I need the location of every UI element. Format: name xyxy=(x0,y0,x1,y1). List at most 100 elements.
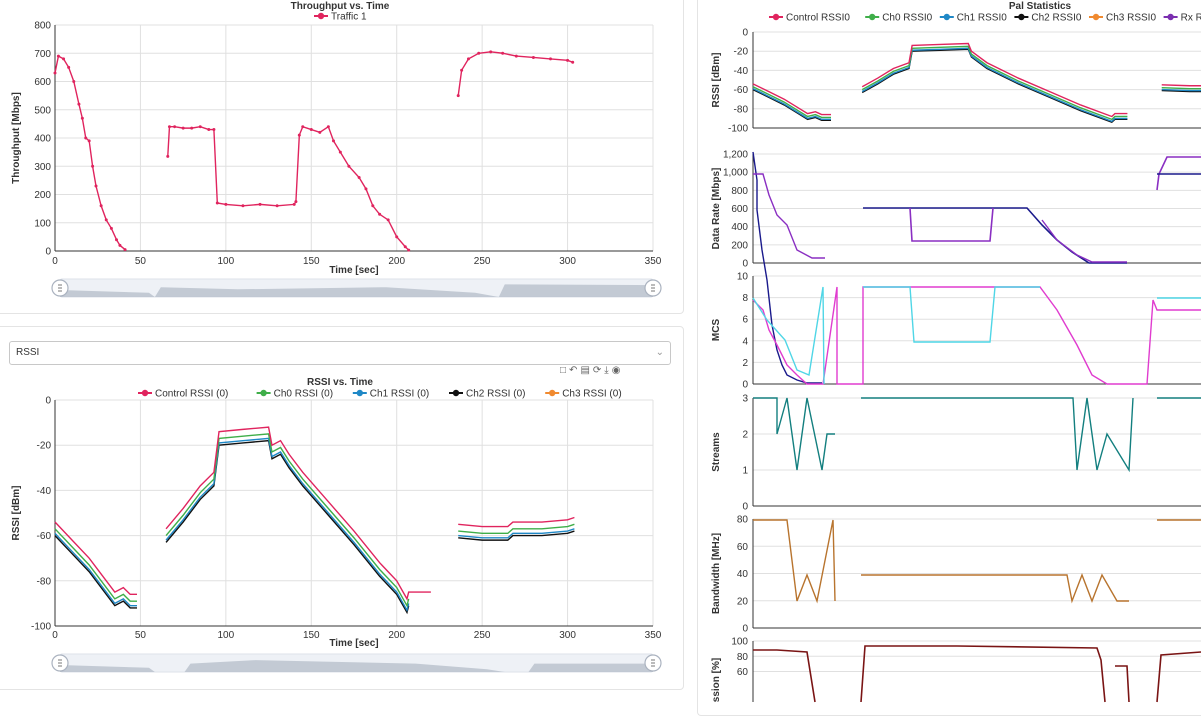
y-tick-label: -80 xyxy=(734,104,749,115)
bandwidth-line xyxy=(861,573,1129,604)
x-tick-label: 250 xyxy=(474,630,491,641)
data-point xyxy=(115,238,119,242)
x-tick-label: 50 xyxy=(135,256,147,267)
zoom-slider-right-handle[interactable] xyxy=(644,279,662,297)
y-tick-label: 600 xyxy=(34,77,51,88)
percent-line xyxy=(753,649,816,703)
streams-line xyxy=(861,397,1134,473)
data-point xyxy=(104,218,108,222)
x-axis-label: Time [sec] xyxy=(329,638,378,649)
metric-select-value: RSSI xyxy=(16,347,40,358)
y-tick-label: 80 xyxy=(737,652,749,663)
data-point xyxy=(87,139,91,143)
rssi-series-line xyxy=(861,42,1128,118)
series-ch0-rssi-0--line xyxy=(54,528,138,602)
y-tick-label: 400 xyxy=(731,222,748,233)
y-tick-label: 10 xyxy=(737,272,749,283)
series-ch2-rssi-0--line xyxy=(165,439,410,615)
series-ch1-rssi-0--line xyxy=(54,532,138,607)
data-point xyxy=(364,187,368,191)
y-tick-label: 0 xyxy=(742,502,748,513)
chart-title: Pal Statistics xyxy=(1009,1,1072,12)
zoom-reset-icon[interactable]: ↶ xyxy=(569,365,580,376)
legend-ch0-rssi0-label: Ch0 RSSI0 xyxy=(882,13,932,24)
data-view-icon[interactable]: ▤ xyxy=(580,365,592,376)
zoom-slider-left-handle[interactable] xyxy=(51,279,69,297)
legend-ch3-rssi0-marker xyxy=(1092,13,1100,21)
y-tick-label: -40 xyxy=(37,486,52,497)
y-tick-label: 200 xyxy=(34,190,51,201)
y-tick-label: 0 xyxy=(742,259,748,270)
series-traffic-1-line xyxy=(54,55,126,251)
legend-ch0-rssi-0--marker xyxy=(260,389,267,397)
download-icon[interactable]: ⤓ xyxy=(604,365,611,376)
x-tick-label: 0 xyxy=(52,630,58,641)
data-point xyxy=(292,202,296,206)
zoom-slider-left-handle[interactable] xyxy=(51,654,69,672)
x-tick-label: 200 xyxy=(388,256,405,267)
zoom-slider-right-handle[interactable] xyxy=(644,654,662,672)
y-axis-label: RSSI [dBm] xyxy=(711,53,722,108)
mcs-line xyxy=(752,286,1201,385)
x-tick-label: 350 xyxy=(645,630,662,641)
y-axis-label: Bandwidth [MHz] xyxy=(711,533,722,614)
data-point xyxy=(571,60,575,64)
chart-toolbox: □↶▤⟳⤓◉ xyxy=(560,365,623,376)
data-point xyxy=(118,243,122,247)
legend-ch2-rssi-0--label: Ch2 RSSI (0) xyxy=(466,389,525,400)
series-ch0-rssi-0--line xyxy=(458,523,575,535)
rx-rate-line xyxy=(909,207,994,242)
y-tick-label: 800 xyxy=(731,186,748,197)
percent-line xyxy=(1115,665,1130,703)
rssi-series-line xyxy=(752,86,831,119)
zoom-slider-preview xyxy=(60,284,653,297)
data-point xyxy=(309,128,313,132)
y-tick-label: 1,200 xyxy=(723,150,748,161)
rssi-series-line xyxy=(1161,84,1201,87)
legend-ch1-rssi-0--label: Ch1 RSSI (0) xyxy=(370,389,429,400)
y-tick-label: 0 xyxy=(742,380,748,391)
data-point xyxy=(548,57,552,61)
y-tick-label: 20 xyxy=(737,596,749,607)
data-point xyxy=(566,58,570,62)
y-tick-label: -80 xyxy=(37,576,52,587)
data-point xyxy=(94,184,98,188)
data-point xyxy=(489,50,493,54)
data-point xyxy=(501,51,505,55)
zoom-icon[interactable]: □ xyxy=(560,365,569,376)
y-tick-label: -20 xyxy=(37,441,52,452)
y-tick-label: 80 xyxy=(737,515,749,526)
legend-ch1-rssi-0--marker xyxy=(356,389,363,397)
rssi-series-line xyxy=(1161,89,1201,93)
x-tick-label: 100 xyxy=(218,256,235,267)
series-traffic-1-line xyxy=(167,125,410,251)
legend-control-rssi0-marker xyxy=(772,13,780,21)
metric-select[interactable]: RSSI ⌄ xyxy=(9,341,671,365)
percent-line xyxy=(1156,651,1201,703)
data-point xyxy=(167,125,171,129)
data-point xyxy=(56,54,60,58)
rssi-series-line xyxy=(752,83,831,116)
settings-icon[interactable]: ◉ xyxy=(611,365,623,376)
rssi-chart: RSSI vs. Time Control RSSI (0) Ch0 RSSI (0… xyxy=(11,377,662,673)
restore-icon[interactable]: ⟳ xyxy=(592,365,604,376)
y-tick-label: 4 xyxy=(742,336,748,347)
data-point xyxy=(67,65,71,69)
y-tick-label: -100 xyxy=(31,622,51,633)
legend-traffic-1-label: Traffic 1 xyxy=(331,12,367,23)
data-point xyxy=(386,218,390,222)
data-point xyxy=(181,126,185,130)
data-point xyxy=(326,125,330,129)
y-tick-label: 1 xyxy=(742,466,748,477)
data-point xyxy=(301,125,305,129)
series-control-rssi-0--line xyxy=(458,516,575,528)
series-control-rssi-0--line xyxy=(54,521,138,596)
data-point xyxy=(407,248,411,252)
y-tick-label: 300 xyxy=(34,162,51,173)
data-point xyxy=(331,139,335,143)
rx-rate-line xyxy=(1156,156,1201,191)
pal-statistics-chart: Pal Statistics Control RSSI0 Ch0 RSSI0 Ch1 … xyxy=(711,1,1201,703)
y-tick-label: 60 xyxy=(737,667,749,678)
data-point xyxy=(173,125,177,129)
chart-title: Throughput vs. Time xyxy=(291,1,390,12)
